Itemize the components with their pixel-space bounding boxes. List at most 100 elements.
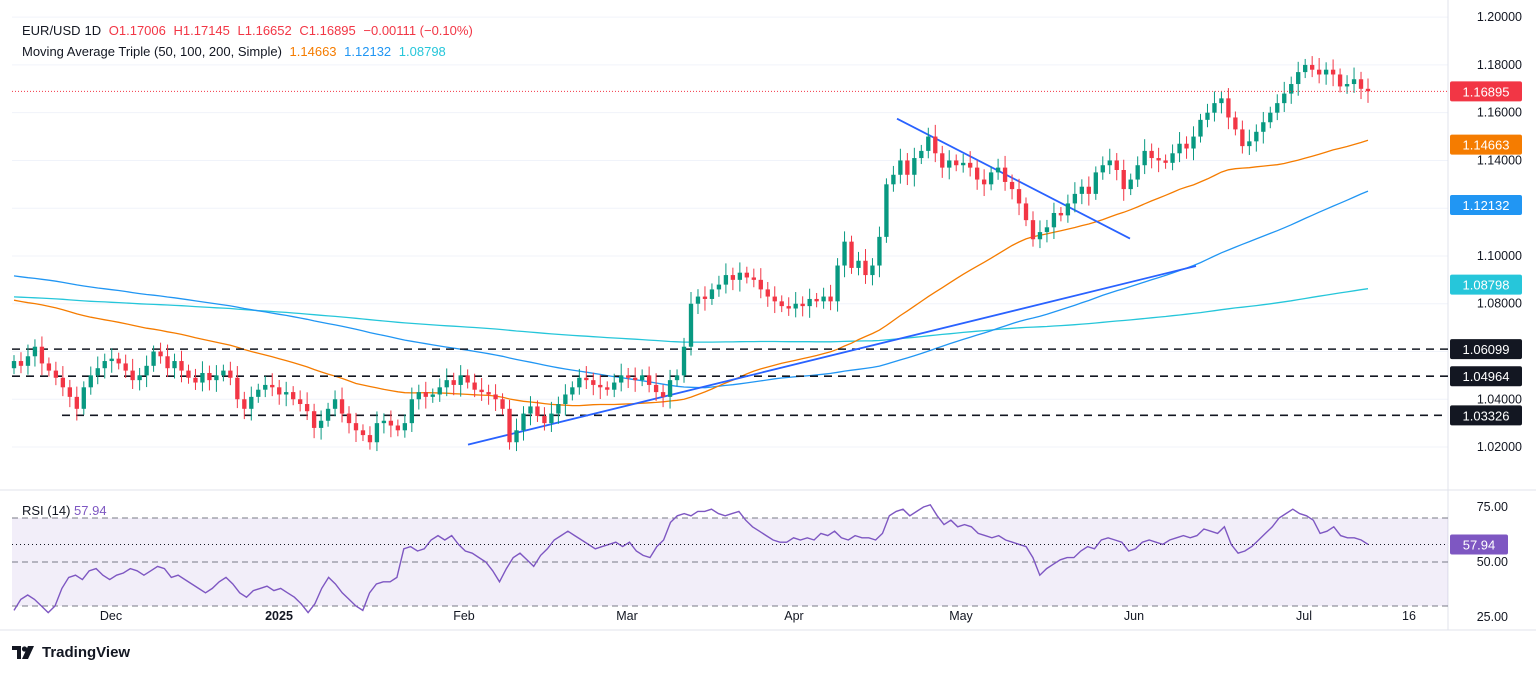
- rsi-label[interactable]: RSI (14): [22, 503, 71, 518]
- candle-up: [570, 387, 575, 395]
- candle-down: [395, 425, 401, 431]
- open-value: O1.17006: [108, 23, 166, 38]
- candle-down: [291, 392, 296, 400]
- candle-down: [1086, 186, 1091, 194]
- candle-down: [933, 136, 938, 154]
- candle-up: [430, 394, 435, 397]
- candle-down: [730, 275, 736, 280]
- candle-up: [1093, 172, 1098, 194]
- candle-up: [612, 382, 617, 390]
- price-tick-label: 1.20000: [1477, 10, 1522, 24]
- price-label-box: [1450, 274, 1522, 295]
- candle-up: [674, 375, 680, 381]
- brand-name: TradingView: [42, 644, 131, 661]
- candle-down: [974, 167, 980, 180]
- candle-up: [1247, 141, 1252, 147]
- candle-down: [1114, 160, 1119, 170]
- tradingview-logo[interactable]: TradingView: [12, 644, 130, 661]
- candle-up: [821, 296, 826, 302]
- candle-down: [367, 435, 373, 443]
- candle-up: [325, 408, 331, 421]
- candle-up: [619, 375, 624, 383]
- candle-up: [716, 284, 722, 290]
- candle-up: [528, 406, 533, 414]
- time-tick-label: Feb: [453, 609, 475, 623]
- candle-down: [1121, 170, 1126, 190]
- time-tick-label: Jun: [1124, 609, 1144, 623]
- time-axis[interactable]: Dec 2025 Feb Mar Apr May Jun Jul 16: [100, 609, 1416, 623]
- price-label-level: 1.06099: [1463, 342, 1510, 357]
- time-tick-label: 2025: [265, 609, 293, 623]
- time-tick-label: Mar: [616, 609, 638, 623]
- price-label-level: 1.03326: [1463, 408, 1510, 423]
- price-axis[interactable]: 1.200001.180001.160001.140001.120001.100…: [1450, 10, 1522, 624]
- high-value: H1.17145: [173, 23, 230, 38]
- candle-down: [1337, 74, 1343, 87]
- candle-down: [193, 377, 198, 383]
- rsi-line-group: [12, 503, 1448, 614]
- candle-down: [1240, 129, 1245, 147]
- candle-up: [912, 158, 917, 175]
- candle-down: [751, 277, 756, 280]
- close-value: C1.16895: [299, 23, 356, 38]
- symbol-label[interactable]: EUR/USD: [22, 23, 81, 38]
- candle-up: [549, 413, 554, 424]
- ma-header: Moving Average Triple (50, 100, 200, Sim…: [22, 44, 450, 59]
- candle-up: [1170, 153, 1175, 163]
- candle-down: [346, 413, 352, 424]
- rsi-value-box: [1450, 534, 1508, 555]
- candle-up: [877, 236, 882, 266]
- candle-down: [814, 298, 819, 302]
- candle-down: [493, 394, 498, 400]
- candle-up: [1072, 193, 1078, 204]
- candle-down: [1016, 189, 1022, 204]
- candle-down: [304, 404, 310, 412]
- candle-up: [458, 375, 463, 385]
- candle-down: [744, 272, 749, 278]
- ma-indicator-label[interactable]: Moving Average Triple (50, 100, 200, Sim…: [22, 44, 282, 59]
- candle-down: [905, 160, 910, 175]
- candle-down: [1184, 143, 1189, 149]
- candle-down: [772, 296, 777, 302]
- candle-down: [1058, 212, 1064, 216]
- price-tick-label: 1.16000: [1477, 106, 1522, 120]
- candle-down: [270, 384, 275, 388]
- candle-down: [179, 361, 184, 371]
- candle-up: [1198, 119, 1203, 137]
- candle-up: [1275, 103, 1280, 113]
- price-label-last-price: 1.16895: [1463, 84, 1510, 99]
- timeframe-label[interactable]: 1D: [84, 23, 102, 38]
- time-tick-label: May: [949, 609, 973, 623]
- candle-up: [332, 399, 338, 409]
- candle-up: [667, 380, 673, 397]
- candle-down: [207, 372, 212, 381]
- candle-down: [800, 303, 805, 307]
- candle-down: [1149, 150, 1154, 159]
- rsi-value-label: 57.94: [1463, 538, 1496, 553]
- candle-down: [39, 346, 45, 364]
- candle-down: [786, 306, 791, 309]
- candle-up: [221, 370, 226, 376]
- candle-up: [11, 361, 17, 369]
- low-value: L1.16652: [237, 23, 292, 38]
- price-label-box: [1450, 339, 1522, 360]
- candle-down: [18, 361, 24, 366]
- candle-up: [1128, 179, 1133, 190]
- candle-up: [709, 289, 715, 299]
- candle-up: [884, 184, 889, 237]
- candle-down: [53, 370, 59, 378]
- candle-down: [60, 377, 66, 388]
- candle-up: [95, 368, 100, 376]
- price-label-ma50: 1.14663: [1463, 138, 1510, 153]
- candle-down: [228, 370, 233, 378]
- candle-up: [1079, 186, 1085, 194]
- candle-down: [472, 382, 477, 390]
- candle-down: [277, 387, 282, 395]
- candle-up: [214, 375, 219, 381]
- candle-down: [46, 363, 52, 371]
- price-tick-label: 1.02000: [1477, 440, 1522, 454]
- rsi-value: 57.94: [74, 503, 107, 518]
- ma100-line: [13, 190, 1369, 389]
- price-label-ma200: 1.08798: [1463, 278, 1510, 293]
